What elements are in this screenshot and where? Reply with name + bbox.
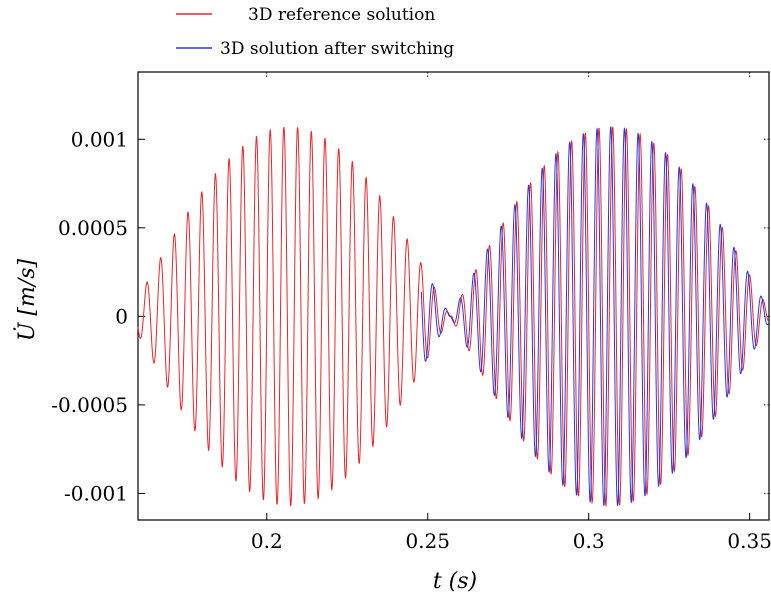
y-tick-label: 0	[115, 304, 128, 328]
x-tick-label: 0.3	[573, 529, 605, 553]
x-tick-label: 0.2	[251, 529, 283, 553]
x-tick-label: 0.25	[405, 529, 450, 553]
series-line-reference	[137, 126, 770, 508]
y-tick-label: -0.001	[64, 481, 128, 505]
plot-frame	[137, 71, 770, 521]
x-tick-label: 0.35	[727, 529, 771, 553]
series-lines	[137, 126, 770, 508]
axis-ticks: 0.2 0.25 0.3 0.35 0.001 0.0005 0 -0.0005 -0.001	[51, 72, 771, 553]
legend-label-switching: 3D solution after switching	[220, 39, 454, 59]
legend-label-reference: 3D reference solution	[248, 5, 435, 25]
legend: 3D reference solution 3D solution after …	[176, 5, 454, 59]
series-line-switching	[420, 126, 770, 507]
x-axis-title: t (s)	[433, 569, 477, 594]
y-tick-label: 0.0005	[58, 216, 128, 240]
y-tick-label: -0.0005	[51, 393, 128, 417]
y-tick-label: 0.001	[71, 127, 128, 151]
y-axis-title: U̇ [m/s]	[14, 258, 40, 341]
